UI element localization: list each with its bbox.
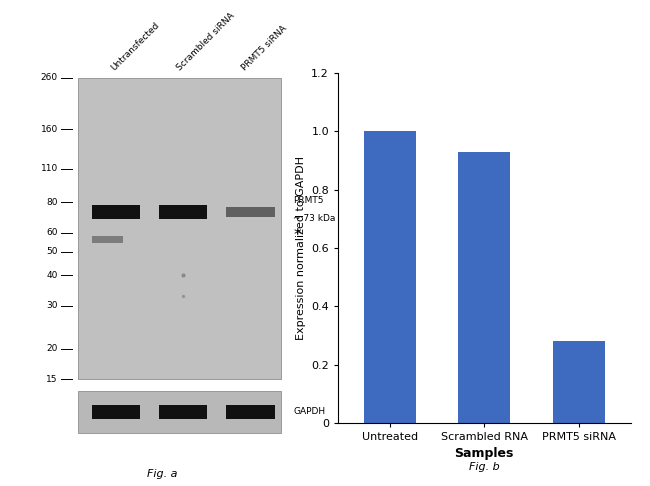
X-axis label: Samples: Samples (454, 448, 514, 460)
Bar (92, 205, 140, 219)
Text: Fig. b: Fig. b (469, 462, 500, 471)
Text: Fig. a: Fig. a (147, 469, 177, 479)
Text: 260: 260 (40, 73, 58, 82)
Bar (78, 78, 281, 379)
Text: GAPDH: GAPDH (293, 407, 326, 417)
Bar (159, 404, 207, 419)
Text: 40: 40 (46, 271, 58, 280)
Text: PRMT5: PRMT5 (293, 196, 324, 205)
Bar (226, 404, 274, 419)
Bar (364, 131, 416, 423)
Y-axis label: Expression normalized to GAPDH: Expression normalized to GAPDH (296, 156, 306, 340)
Text: 160: 160 (40, 124, 58, 134)
Text: 50: 50 (46, 247, 58, 257)
Text: PRMT5 siRNA: PRMT5 siRNA (240, 24, 289, 73)
Bar (92, 236, 124, 243)
Text: 20: 20 (46, 344, 58, 353)
Text: ~ 73 kDa: ~ 73 kDa (293, 214, 335, 224)
Bar (78, 391, 281, 433)
Text: 110: 110 (40, 164, 58, 173)
Text: 80: 80 (46, 198, 58, 207)
Bar (458, 152, 510, 423)
Text: *: * (293, 228, 301, 243)
Bar (159, 205, 207, 219)
Bar (552, 341, 604, 423)
Bar (92, 404, 140, 419)
Text: Scrambled siRNA: Scrambled siRNA (175, 12, 236, 73)
Text: 30: 30 (46, 301, 58, 311)
Text: Untransfected: Untransfected (109, 21, 161, 73)
Text: 15: 15 (46, 375, 58, 383)
Bar (226, 207, 274, 217)
Text: 60: 60 (46, 228, 58, 237)
